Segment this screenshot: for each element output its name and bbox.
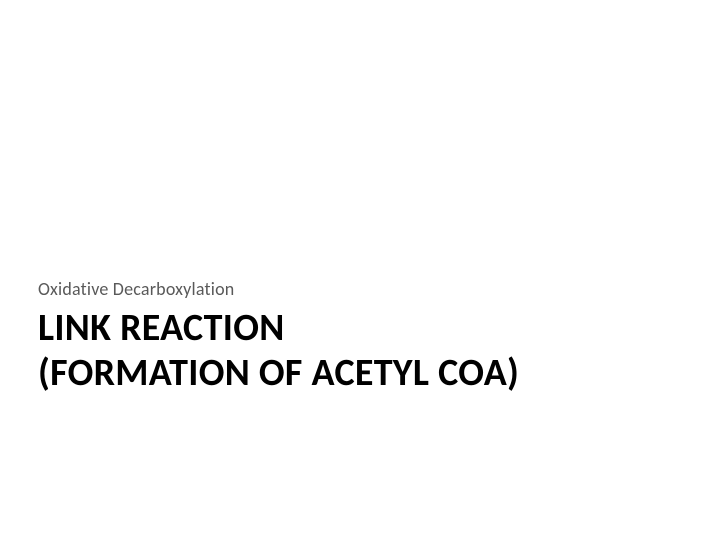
slide-title: LINK REACTION (FORMATION OF ACETYL COA) — [38, 306, 519, 396]
slide-container: Oxidative Decarboxylation LINK REACTION … — [0, 0, 720, 540]
title-line-1: LINK REACTION — [38, 306, 519, 351]
slide-subtitle: Oxidative Decarboxylation — [38, 278, 234, 300]
title-line-2: (FORMATION OF ACETYL COA) — [38, 351, 519, 396]
